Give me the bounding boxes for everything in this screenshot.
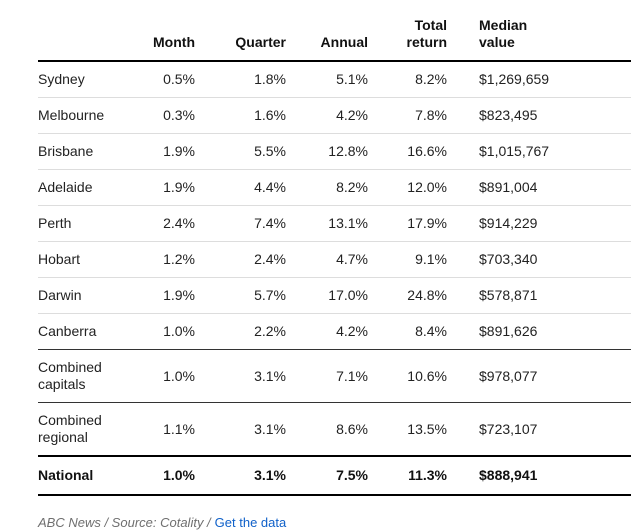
total-return-value: 17.9% [407, 215, 447, 231]
month-value: 0.3% [163, 107, 195, 123]
total-return-value: 12.0% [407, 179, 447, 195]
total-return-value: 8.4% [415, 323, 447, 339]
credit-text: ABC News / Source: Cotality / [38, 515, 211, 530]
table-row-national: National 1.0% 3.1% 7.5% 11.3% $888,941 [38, 456, 631, 495]
annual-value: 4.2% [336, 323, 368, 339]
quarter-value: 3.1% [254, 467, 286, 483]
median-value: $978,077 [479, 367, 538, 384]
total-return-value: 24.8% [407, 287, 447, 303]
median-value: $891,626 [479, 323, 538, 339]
row-label: Perth [38, 215, 72, 231]
median-value: $1,269,659 [479, 71, 550, 87]
table-row-canberra: Canberra 1.0% 2.2% 4.2% 8.4% $891,626 [38, 314, 631, 350]
table-row-combined-regional: Combined regional 1.1% 3.1% 8.6% 13.5% $… [38, 403, 631, 456]
table-row-hobart: Hobart 1.2% 2.4% 4.7% 9.1% $703,340 [38, 242, 631, 278]
annual-value: 12.8% [328, 143, 368, 159]
column-header-total-return: Total return [368, 15, 447, 61]
property-values-table: Month Quarter Annual Total return Median… [38, 15, 631, 496]
month-value: 1.0% [163, 467, 195, 483]
column-header-annual: Annual [320, 34, 368, 50]
month-value: 1.9% [163, 287, 195, 303]
row-label: Hobart [38, 251, 81, 267]
table-row-perth: Perth 2.4% 7.4% 13.1% 17.9% $914,229 [38, 206, 631, 242]
quarter-value: 7.4% [254, 215, 286, 231]
table-row-sydney: Sydney 0.5% 1.8% 5.1% 8.2% $1,269,659 [38, 61, 631, 98]
quarter-value: 1.6% [254, 107, 286, 123]
annual-value: 17.0% [328, 287, 368, 303]
annual-value: 13.1% [328, 215, 368, 231]
column-header-region [38, 15, 145, 61]
month-value: 1.9% [163, 143, 195, 159]
column-header-month: Month [153, 34, 195, 50]
annual-value: 8.2% [336, 179, 368, 195]
month-value: 0.5% [163, 71, 195, 87]
table-row-melbourne: Melbourne 0.3% 1.6% 4.2% 7.8% $823,495 [38, 98, 631, 134]
quarter-value: 5.7% [254, 287, 286, 303]
source-attribution: ABC News / Source: Cotality / Get the dat… [38, 515, 631, 531]
total-return-value: 10.6% [407, 367, 447, 384]
median-value: $914,229 [479, 215, 538, 231]
row-label: Combined capitals [38, 359, 102, 392]
annual-value: 7.5% [336, 467, 368, 483]
quarter-value: 2.4% [254, 251, 286, 267]
row-label: National [38, 467, 94, 483]
column-header-median-value-label: Median value [479, 17, 528, 50]
quarter-value: 3.1% [254, 367, 286, 384]
median-value: $723,107 [479, 420, 538, 437]
row-label: Sydney [38, 71, 85, 87]
median-value: $1,015,767 [479, 143, 550, 159]
row-label: Melbourne [38, 107, 105, 123]
table-row-darwin: Darwin 1.9% 5.7% 17.0% 24.8% $578,871 [38, 278, 631, 314]
median-value: $578,871 [479, 287, 538, 303]
month-value: 1.9% [163, 179, 195, 195]
total-return-value: 9.1% [415, 251, 447, 267]
median-value: $891,004 [479, 179, 538, 195]
annual-value: 4.2% [336, 107, 368, 123]
month-value: 1.0% [163, 323, 195, 339]
quarter-value: 3.1% [254, 420, 286, 437]
quarter-value: 4.4% [254, 179, 286, 195]
table-row-combined-capitals: Combined capitals 1.0% 3.1% 7.1% 10.6% $… [38, 350, 631, 403]
annual-value: 7.1% [336, 367, 368, 384]
header-row: Month Quarter Annual Total return Median… [38, 15, 631, 61]
month-value: 2.4% [163, 215, 195, 231]
table-row-brisbane: Brisbane 1.9% 5.5% 12.8% 16.6% $1,015,76… [38, 134, 631, 170]
row-label: Adelaide [38, 179, 93, 195]
annual-value: 5.1% [336, 71, 368, 87]
table-row-adelaide: Adelaide 1.9% 4.4% 8.2% 12.0% $891,004 [38, 170, 631, 206]
median-value: $823,495 [479, 107, 538, 123]
month-value: 1.1% [163, 420, 195, 437]
median-value: $703,340 [479, 251, 538, 267]
quarter-value: 2.2% [254, 323, 286, 339]
annual-value: 4.7% [336, 251, 368, 267]
month-value: 1.0% [163, 367, 195, 384]
month-value: 1.2% [163, 251, 195, 267]
column-header-median-value: Median value [447, 15, 631, 61]
row-label: Brisbane [38, 143, 94, 159]
get-the-data-link[interactable]: Get the data [214, 515, 287, 530]
column-header-total-return-label: Total return [406, 17, 447, 50]
quarter-value: 5.5% [254, 143, 286, 159]
median-value: $888,941 [479, 467, 538, 483]
annual-value: 8.6% [336, 420, 368, 437]
row-label: Combined regional [38, 412, 102, 445]
column-header-quarter: Quarter [235, 34, 286, 50]
quarter-value: 1.8% [254, 71, 286, 87]
total-return-value: 11.3% [408, 467, 447, 483]
row-label: Darwin [38, 287, 82, 303]
total-return-value: 7.8% [415, 107, 447, 123]
total-return-value: 13.5% [407, 420, 447, 437]
total-return-value: 8.2% [415, 71, 447, 87]
row-label: Canberra [38, 323, 97, 339]
total-return-value: 16.6% [407, 143, 447, 159]
